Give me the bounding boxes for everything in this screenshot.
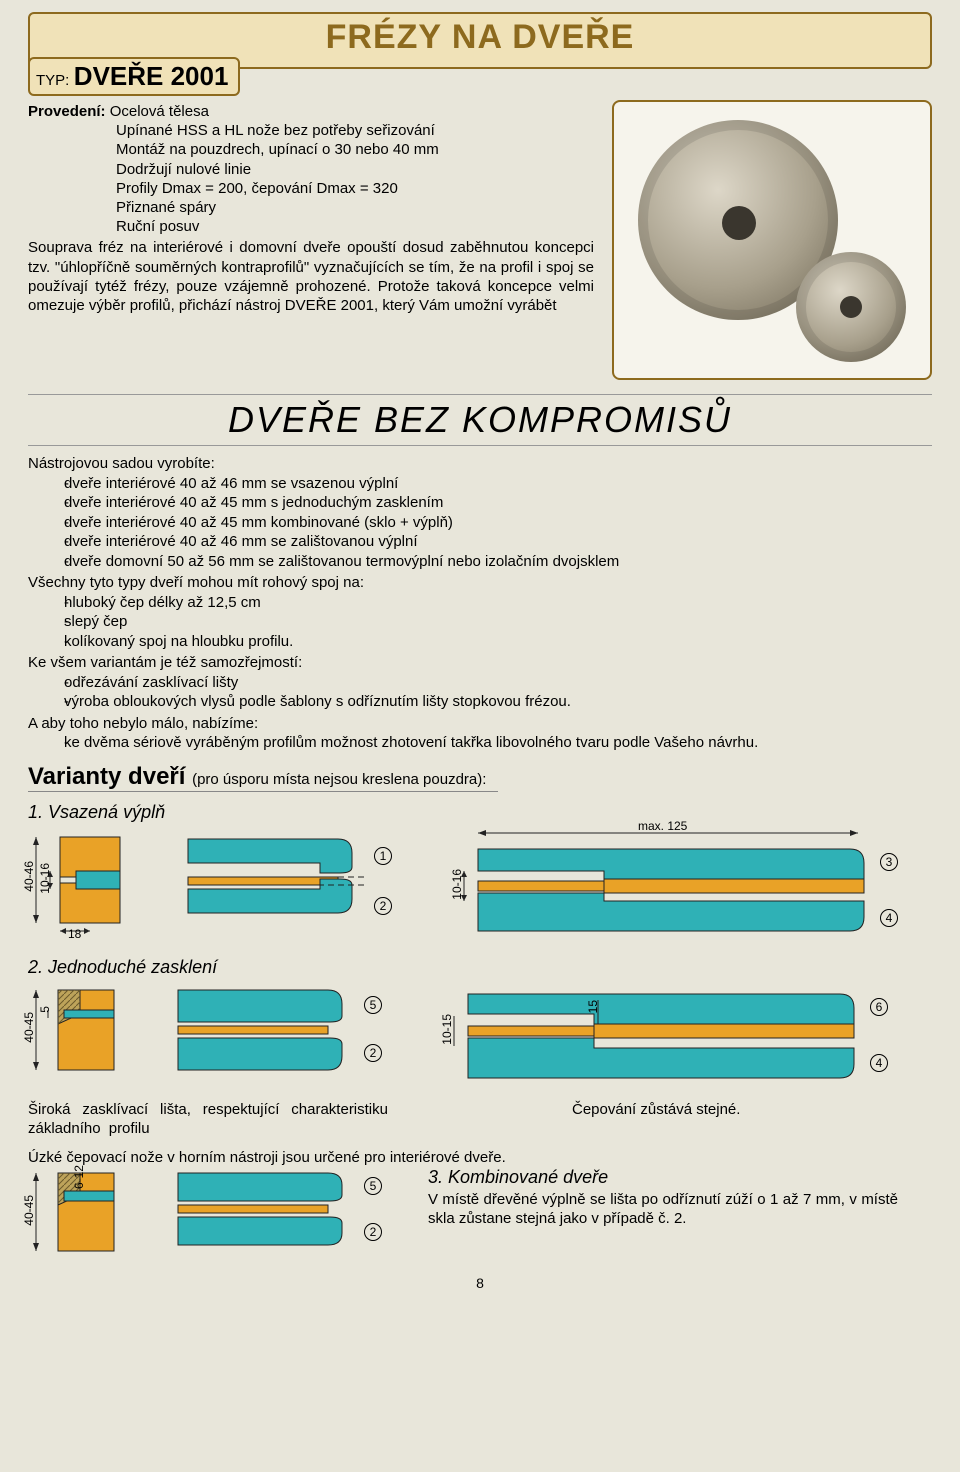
list-item: dveře interiérové 40 až 45 mm kombinovan… xyxy=(64,513,932,533)
section-3-text: 3. Kombinované dveře V místě dřevěné výp… xyxy=(428,1167,898,1228)
type-pill: TYP: DVEŘE 2001 xyxy=(28,57,240,96)
list-item: dveře interiérové 40 až 46 mm se vsazeno… xyxy=(64,474,932,494)
dim-label: 40-46 xyxy=(22,861,36,892)
variants-heading: Varianty dveří (pro úsporu místa nejsou … xyxy=(28,753,932,792)
list-item: hluboký čep délky až 12,5 cm xyxy=(64,593,932,613)
callout-number: 6 xyxy=(870,998,888,1016)
specs-line: Upínané HSS a HL nože bez potřeby seřizo… xyxy=(28,121,594,140)
list-item: dveře interiérové 40 až 45 mm s jednoduc… xyxy=(64,493,932,513)
specs-line: Ocelová tělesa xyxy=(110,103,209,120)
page-number: 8 xyxy=(28,1275,932,1291)
callout-number: 4 xyxy=(870,1054,888,1072)
list-intro: A aby toho nebylo málo, nabízíme: xyxy=(28,714,932,734)
page-title: FRÉZY NA DVEŘE xyxy=(30,18,930,57)
type-label: TYP: xyxy=(36,72,69,89)
diagram-2-right: 10-15 15 6 4 xyxy=(428,982,898,1092)
cutter-hub-icon xyxy=(840,296,862,318)
list-item: kolíkovaný spoj na hloubku profilu. xyxy=(64,632,932,652)
dim-label: 6-12 xyxy=(72,1165,86,1189)
section-title: 1. Vsazená výplň xyxy=(28,802,932,823)
list-item: slepý čep xyxy=(64,612,932,632)
diagram-1-right: max. 125 10-16 3 4 xyxy=(438,827,908,947)
note-right: Čepování zůstává stejné. xyxy=(572,1100,932,1138)
dim-label: 15 xyxy=(586,1000,600,1013)
callout-number: 1 xyxy=(374,847,392,865)
diagram-3-left: 40-45 6-12 xyxy=(28,1167,128,1257)
intro-column: Provedení: Ocelová tělesa Upínané HSS a … xyxy=(28,100,594,380)
dim-label: 40-45 xyxy=(22,1195,36,1226)
list-item: výroba obloukových vlysů podle šablony s… xyxy=(64,692,932,712)
features-block: Nástrojovou sadou vyrobíte: -dveře inter… xyxy=(28,454,932,753)
list-item: dveře domovní 50 až 56 mm se zalištovano… xyxy=(64,552,932,572)
callout-number: 5 xyxy=(364,996,382,1014)
specs-line: Montáž na pouzdrech, upínací o 30 nebo 4… xyxy=(28,140,594,159)
cutter-hub-icon xyxy=(722,206,756,240)
callout-number: 2 xyxy=(364,1223,382,1241)
diagram-2-left: 40-45 5 xyxy=(28,982,128,1082)
section-3-body: V místě dřevěné výplně se lišta po odříz… xyxy=(428,1190,898,1228)
hero-subtitle: DVEŘE BEZ KOMPROMISŮ xyxy=(28,394,932,446)
specs-line: Profily Dmax = 200, čepování Dmax = 320 xyxy=(28,179,594,198)
section-title: 2. Jednoduché zasklení xyxy=(28,957,932,978)
intro-paragraph: Souprava fréz na interiérové i domovní d… xyxy=(28,238,594,315)
diagram-row-1: 40-46 10-16 18 1 2 max. 125 10-16 3 4 xyxy=(28,827,932,947)
diagram-2-middle: 5 2 xyxy=(168,982,388,1082)
dim-label: 18 xyxy=(68,927,81,941)
list-item: ke dvěma sériově vyráběným profilům možn… xyxy=(64,733,932,753)
dim-label: 40-45 xyxy=(22,1012,36,1043)
diagram-3-middle: 5 2 xyxy=(168,1167,388,1257)
dim-label: 10-16 xyxy=(450,869,464,900)
variants-title: Varianty dveří xyxy=(28,763,185,790)
section-title: 3. Kombinované dveře xyxy=(428,1167,898,1188)
specs-line: Přiznané spáry xyxy=(28,198,594,217)
callout-number: 4 xyxy=(880,909,898,927)
narrow-intro: Úzké čepovací nože v horním nástroji jso… xyxy=(28,1148,932,1167)
callout-number: 2 xyxy=(374,897,392,915)
diagram-1-left: 40-46 10-16 18 xyxy=(28,827,138,937)
specs-label: Provedení: xyxy=(28,103,106,120)
variants-subtitle: (pro úsporu místa nejsou kreslena pouzdr… xyxy=(192,771,486,788)
specs-line: Dodržují nulové linie xyxy=(28,160,594,179)
list-intro: Ke všem variantám je též samozřejmostí: xyxy=(28,653,932,673)
diagram-row-2: 40-45 5 5 2 10-15 15 6 4 xyxy=(28,982,932,1092)
specs-line: Ruční posuv xyxy=(28,217,594,236)
type-value: DVEŘE 2001 xyxy=(74,61,229,91)
dim-label: 5 xyxy=(38,1006,52,1013)
diagram-1-middle: 1 2 xyxy=(178,827,398,937)
specs-block: Provedení: Ocelová tělesa Upínané HSS a … xyxy=(28,102,594,236)
list-item: odřezávání zasklívací lišty xyxy=(64,673,932,693)
dim-label: max. 125 xyxy=(638,819,687,833)
list-intro: Nástrojovou sadou vyrobíte: xyxy=(28,454,932,474)
callout-number: 5 xyxy=(364,1177,382,1195)
callout-number: 3 xyxy=(880,853,898,871)
diagram-row-3: 40-45 6-12 5 2 3. Kombinované dveře V mí… xyxy=(28,1167,932,1257)
dim-label: 10-16 xyxy=(38,863,52,894)
product-photo-panel xyxy=(612,100,932,380)
note-left: Široká zasklívací lišta, respektující ch… xyxy=(28,1100,388,1138)
callout-number: 2 xyxy=(364,1044,382,1062)
dim-label: 10-15 xyxy=(440,1014,454,1045)
list-item: dveře interiérové 40 až 46 mm se zališto… xyxy=(64,532,932,552)
list-intro: Všechny tyto typy dveří mohou mít rohový… xyxy=(28,573,932,593)
